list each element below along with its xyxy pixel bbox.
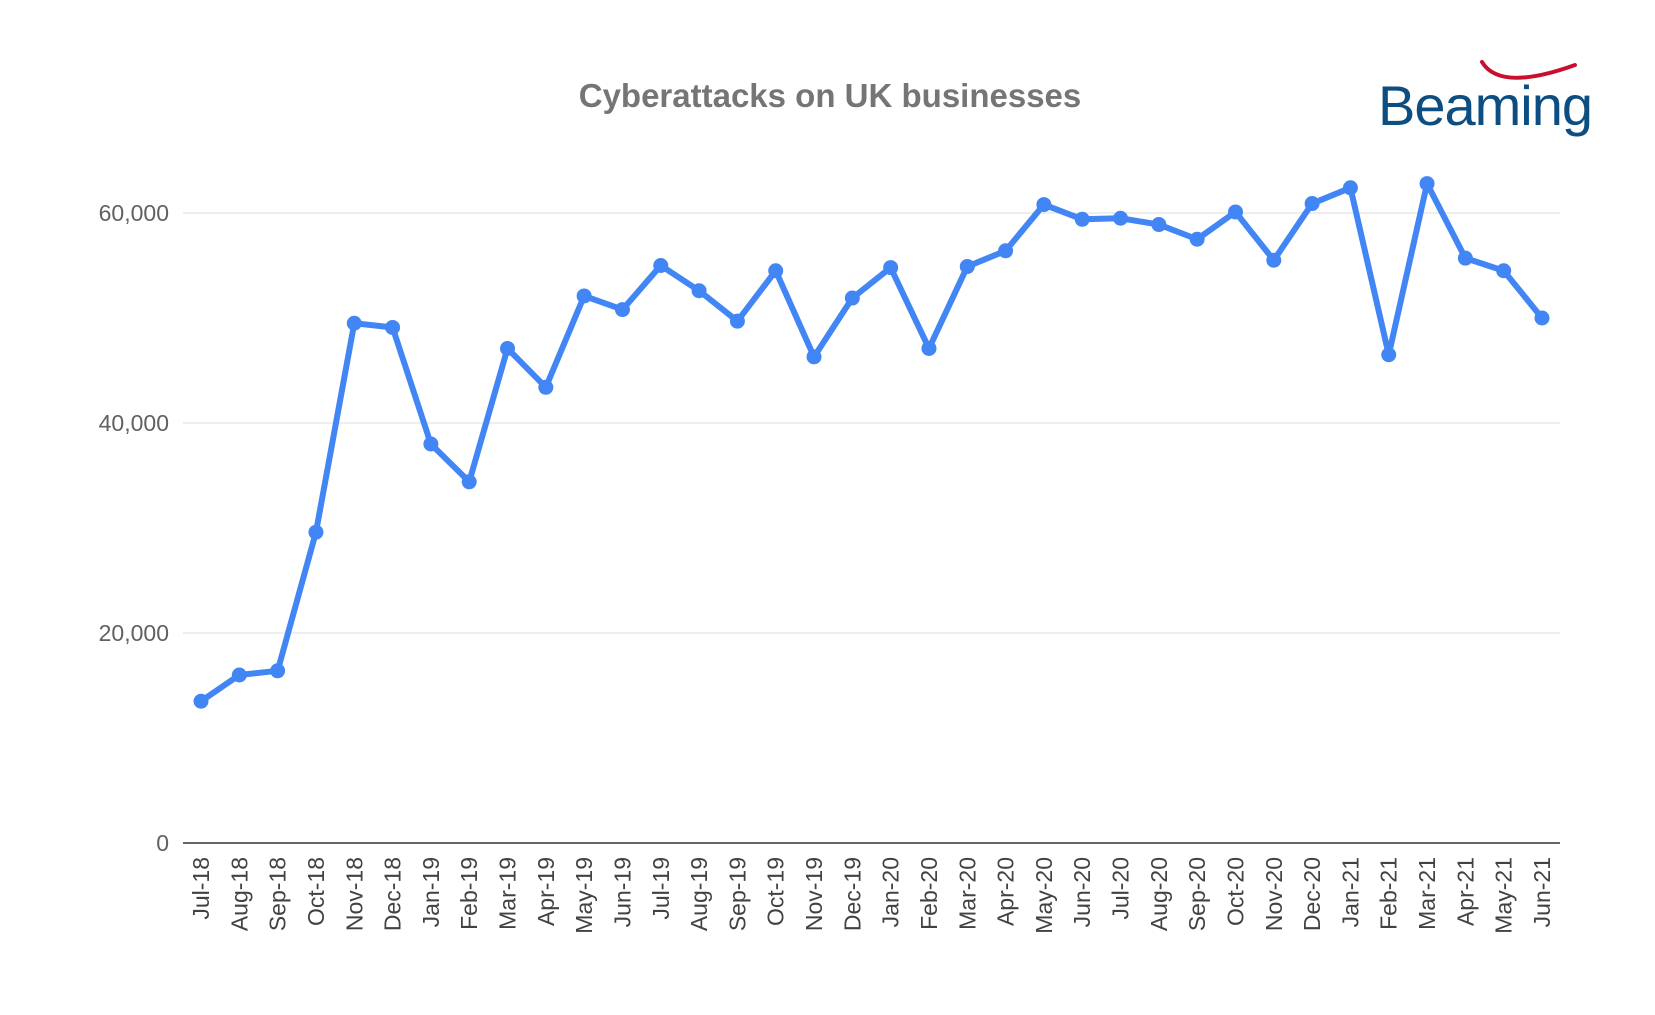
data-point bbox=[1074, 211, 1090, 227]
data-point bbox=[921, 340, 937, 356]
x-axis: Jul-18 Aug-18 Sep-18 Oct-18 Nov-18 Dec-18 Jan-… bbox=[188, 857, 1555, 934]
x-tick-label: Jul-19 bbox=[648, 857, 674, 920]
x-tick-label: Jul-20 bbox=[1108, 857, 1134, 920]
data-point bbox=[385, 319, 401, 335]
data-point bbox=[998, 243, 1014, 259]
x-tick-label: Dec-18 bbox=[380, 857, 406, 931]
y-tick-label: 60,000 bbox=[99, 200, 169, 226]
x-tick-label: Aug-19 bbox=[686, 857, 712, 931]
x-tick-label: Jun-21 bbox=[1529, 857, 1555, 927]
x-tick-label: Apr-19 bbox=[533, 857, 559, 926]
y-tick-label: 0 bbox=[156, 830, 169, 856]
data-point bbox=[1419, 176, 1435, 192]
beaming-logo: Beaming bbox=[1378, 60, 1593, 137]
x-tick-label: Mar-20 bbox=[954, 857, 980, 930]
data-point bbox=[231, 667, 247, 683]
data-point bbox=[346, 315, 362, 331]
data-point bbox=[270, 663, 286, 679]
y-tick-label: 40,000 bbox=[99, 410, 169, 436]
x-tick-label: Nov-19 bbox=[801, 857, 827, 931]
data-point bbox=[500, 340, 516, 356]
x-tick-label: Jan-20 bbox=[878, 857, 904, 927]
x-tick-label: Mar-19 bbox=[495, 857, 521, 930]
data-point bbox=[959, 259, 975, 275]
data-point bbox=[576, 288, 592, 304]
data-point bbox=[806, 349, 822, 365]
x-tick-label: Oct-18 bbox=[303, 857, 329, 926]
x-tick-label: Aug-18 bbox=[226, 857, 252, 931]
data-point bbox=[538, 379, 554, 395]
data-point bbox=[653, 258, 669, 273]
y-tick-label: 20,000 bbox=[99, 620, 169, 646]
chart-title: Cyberattacks on UK businesses bbox=[579, 77, 1082, 114]
series-line bbox=[198, 180, 1545, 705]
series-layer bbox=[193, 176, 1550, 709]
x-tick-label: Sep-18 bbox=[265, 857, 291, 931]
data-point bbox=[844, 290, 860, 306]
data-point bbox=[614, 302, 630, 318]
x-tick-label: Apr-20 bbox=[993, 857, 1019, 926]
data-point bbox=[883, 260, 899, 276]
x-tick-label: Feb-21 bbox=[1376, 857, 1402, 930]
x-tick-label: Mar-21 bbox=[1414, 857, 1440, 930]
data-point bbox=[1304, 196, 1320, 212]
data-point bbox=[1151, 217, 1167, 233]
y-axis: 0 20,000 40,000 60,000 bbox=[99, 200, 169, 856]
data-point bbox=[768, 263, 784, 279]
x-tick-label: Jan-19 bbox=[418, 857, 444, 927]
x-tick-label: Feb-19 bbox=[456, 857, 482, 930]
x-tick-label: Apr-21 bbox=[1452, 857, 1478, 926]
x-tick-label: Nov-18 bbox=[341, 857, 367, 931]
x-tick-label: May-21 bbox=[1491, 857, 1517, 934]
data-point bbox=[1496, 263, 1512, 279]
data-point bbox=[1342, 180, 1358, 196]
x-tick-label: May-19 bbox=[571, 857, 597, 934]
x-tick-label: Jul-18 bbox=[188, 857, 214, 920]
x-tick-label: Jan-21 bbox=[1337, 857, 1363, 927]
data-point bbox=[691, 283, 707, 299]
data-point bbox=[308, 524, 324, 540]
data-point bbox=[729, 313, 745, 329]
data-point bbox=[1227, 204, 1243, 220]
x-tick-label: Oct-20 bbox=[1222, 857, 1248, 926]
x-tick-label: Nov-20 bbox=[1261, 857, 1287, 931]
data-point bbox=[1113, 210, 1129, 226]
logo-text: Beaming bbox=[1378, 74, 1592, 137]
x-tick-label: Sep-20 bbox=[1184, 857, 1210, 931]
data-point bbox=[193, 693, 209, 709]
data-point bbox=[1381, 347, 1397, 363]
x-tick-label: Jun-20 bbox=[1069, 857, 1095, 927]
x-tick-label: May-20 bbox=[1031, 857, 1057, 934]
x-tick-label: Dec-19 bbox=[839, 857, 865, 931]
data-point bbox=[1036, 197, 1052, 213]
data-point bbox=[1457, 250, 1473, 266]
x-tick-label: Dec-20 bbox=[1299, 857, 1325, 931]
logo-swoosh bbox=[1480, 60, 1577, 80]
x-tick-label: Feb-20 bbox=[916, 857, 942, 930]
data-point bbox=[1534, 310, 1550, 326]
x-tick-label: Sep-19 bbox=[724, 857, 750, 931]
data-point bbox=[1189, 231, 1205, 247]
x-tick-label: Oct-19 bbox=[763, 857, 789, 926]
x-tick-label: Jun-19 bbox=[609, 857, 635, 927]
x-tick-label: Aug-20 bbox=[1146, 857, 1172, 931]
data-point bbox=[423, 436, 439, 452]
data-point bbox=[1266, 252, 1282, 268]
data-point bbox=[461, 474, 477, 490]
chart-grid bbox=[183, 212, 1560, 634]
